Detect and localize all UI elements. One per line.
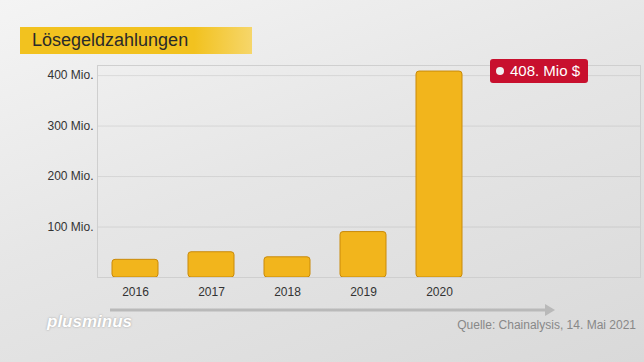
svg-text:200 Mio.: 200 Mio.: [47, 169, 93, 183]
svg-text:100 Mio.: 100 Mio.: [47, 220, 93, 234]
svg-text:2018: 2018: [274, 285, 301, 299]
svg-text:2019: 2019: [350, 285, 377, 299]
svg-text:300 Mio.: 300 Mio.: [47, 119, 93, 133]
html-text:Lösegeldzahlungen: Lösegeldzahlungen: [32, 30, 189, 50]
svg-text:400 Mio.: 400 Mio.: [47, 68, 93, 82]
svg-text:2016: 2016: [122, 285, 149, 299]
html-text:plusminus: plusminus: [47, 312, 132, 331]
html-text:408. Mio $: 408. Mio $: [510, 62, 580, 79]
svg-text:2017: 2017: [198, 285, 225, 299]
svg-text:2020: 2020: [426, 285, 453, 299]
html-text:Quelle: Chainalysis, 14. Mai 2: Quelle: Chainalysis, 14. Mai 2021: [457, 318, 636, 332]
